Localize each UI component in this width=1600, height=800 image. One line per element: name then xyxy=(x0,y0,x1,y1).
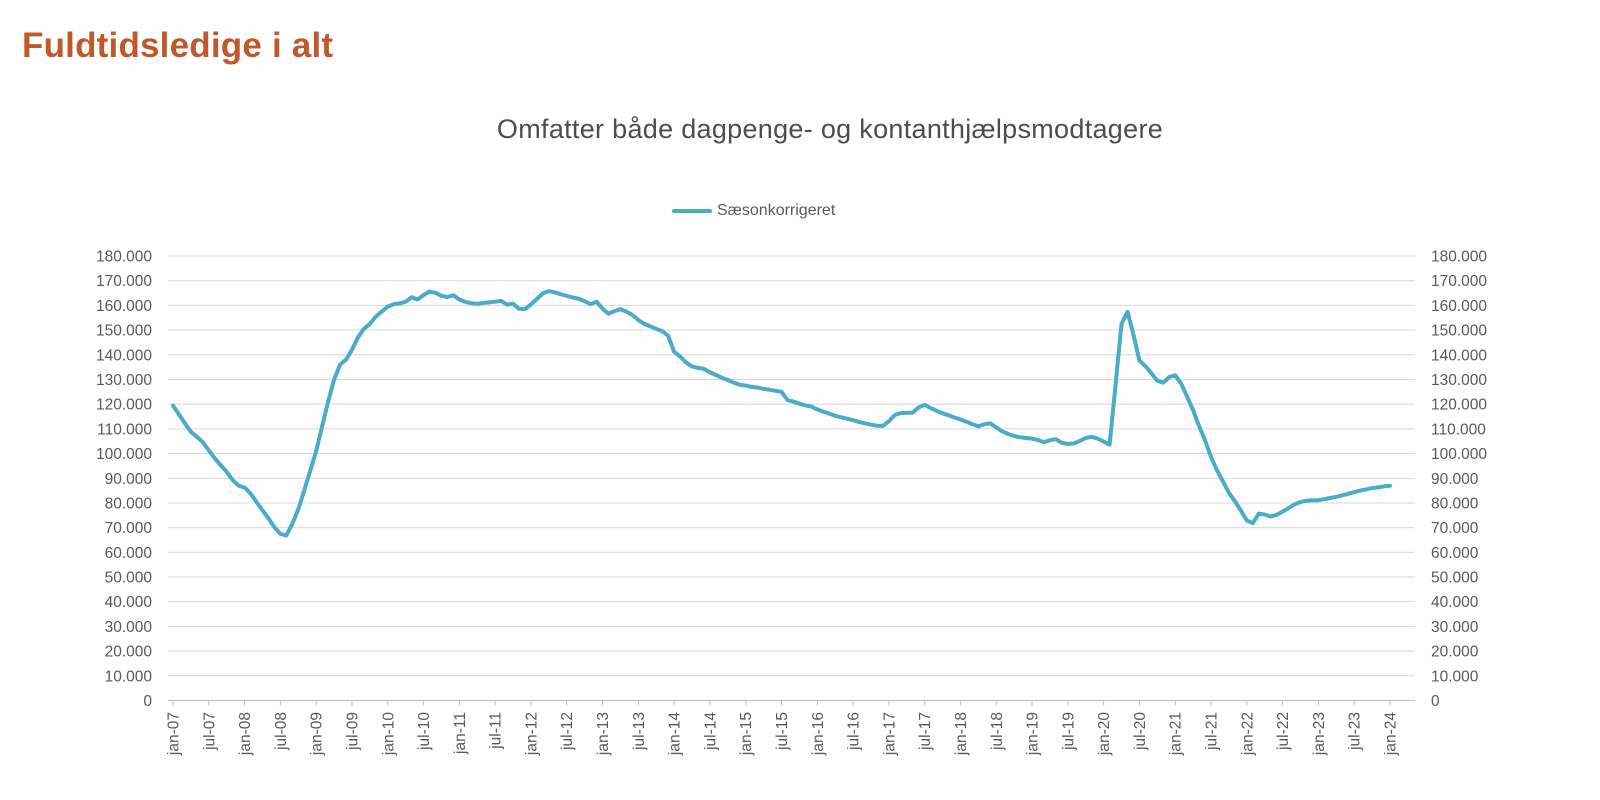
svg-text:30.000: 30.000 xyxy=(105,619,153,636)
svg-text:110.000: 110.000 xyxy=(1431,421,1486,438)
svg-text:jan-12: jan-12 xyxy=(523,712,540,756)
svg-text:jul-14: jul-14 xyxy=(702,712,719,751)
svg-text:jan-13: jan-13 xyxy=(595,712,612,756)
svg-text:jan-08: jan-08 xyxy=(237,712,254,756)
svg-text:50.000: 50.000 xyxy=(1431,570,1479,587)
svg-text:90.000: 90.000 xyxy=(1431,471,1479,488)
svg-text:20.000: 20.000 xyxy=(105,644,153,661)
svg-text:110.000: 110.000 xyxy=(97,421,152,438)
svg-text:70.000: 70.000 xyxy=(105,520,153,537)
svg-text:jan-10: jan-10 xyxy=(380,712,397,756)
svg-text:0: 0 xyxy=(143,693,152,710)
svg-text:100.000: 100.000 xyxy=(1431,446,1487,463)
chart-legend: Sæsonkorrigeret xyxy=(672,202,835,220)
svg-text:jul-22: jul-22 xyxy=(1275,712,1292,751)
svg-text:jan-22: jan-22 xyxy=(1239,712,1256,756)
svg-text:180.000: 180.000 xyxy=(1431,249,1487,266)
svg-text:jul-07: jul-07 xyxy=(201,712,218,751)
svg-text:jan-17: jan-17 xyxy=(881,712,898,756)
svg-text:jul-16: jul-16 xyxy=(846,712,863,751)
svg-text:jan-14: jan-14 xyxy=(667,712,684,756)
svg-text:60.000: 60.000 xyxy=(105,545,153,562)
svg-text:0: 0 xyxy=(1431,693,1440,710)
svg-text:jul-19: jul-19 xyxy=(1060,712,1077,751)
svg-text:170.000: 170.000 xyxy=(96,273,152,290)
legend-line-swatch xyxy=(672,208,712,214)
svg-text:120.000: 120.000 xyxy=(1431,397,1487,414)
svg-text:10.000: 10.000 xyxy=(1431,668,1479,685)
svg-text:jul-18: jul-18 xyxy=(989,712,1006,751)
svg-text:40.000: 40.000 xyxy=(1431,594,1479,611)
svg-text:jan-11: jan-11 xyxy=(452,712,469,755)
svg-text:120.000: 120.000 xyxy=(96,397,152,414)
svg-text:170.000: 170.000 xyxy=(1431,273,1487,290)
svg-text:jan-18: jan-18 xyxy=(953,712,970,756)
svg-text:jan-16: jan-16 xyxy=(810,712,827,756)
svg-text:80.000: 80.000 xyxy=(105,495,153,512)
svg-text:jan-23: jan-23 xyxy=(1311,712,1328,756)
svg-text:70.000: 70.000 xyxy=(1431,520,1479,537)
chart-subtitle: Omfatter både dagpenge- og kontanthjælps… xyxy=(496,114,1164,144)
svg-text:jul-11: jul-11 xyxy=(488,712,505,750)
legend-label: Sæsonkorrigeret xyxy=(717,202,836,219)
svg-text:130.000: 130.000 xyxy=(96,372,152,389)
page-title: Fuldtidsledige i alt xyxy=(22,26,334,65)
svg-text:jan-24: jan-24 xyxy=(1383,712,1400,756)
svg-text:180.000: 180.000 xyxy=(96,249,152,266)
svg-text:jul-15: jul-15 xyxy=(774,712,791,751)
svg-text:jul-13: jul-13 xyxy=(631,712,648,751)
svg-text:jul-10: jul-10 xyxy=(416,712,433,751)
svg-text:90.000: 90.000 xyxy=(105,471,153,488)
svg-text:jul-08: jul-08 xyxy=(273,712,290,751)
svg-text:jul-20: jul-20 xyxy=(1132,712,1149,751)
svg-text:160.000: 160.000 xyxy=(96,298,152,315)
svg-text:140.000: 140.000 xyxy=(96,347,152,364)
svg-text:60.000: 60.000 xyxy=(1431,545,1479,562)
svg-text:jul-23: jul-23 xyxy=(1347,712,1364,751)
svg-text:40.000: 40.000 xyxy=(105,594,153,611)
svg-text:jan-21: jan-21 xyxy=(1168,712,1185,756)
svg-text:jul-09: jul-09 xyxy=(344,712,361,751)
svg-text:130.000: 130.000 xyxy=(1431,372,1487,389)
svg-text:20.000: 20.000 xyxy=(1431,644,1479,661)
svg-text:jul-12: jul-12 xyxy=(559,712,576,751)
svg-text:jul-17: jul-17 xyxy=(917,712,934,751)
svg-text:30.000: 30.000 xyxy=(1431,619,1479,636)
svg-text:jan-15: jan-15 xyxy=(738,712,755,756)
svg-text:150.000: 150.000 xyxy=(1431,323,1487,340)
svg-text:50.000: 50.000 xyxy=(105,570,153,587)
svg-text:jan-19: jan-19 xyxy=(1025,712,1042,756)
svg-text:140.000: 140.000 xyxy=(1431,347,1487,364)
svg-text:jan-09: jan-09 xyxy=(309,712,326,756)
svg-text:80.000: 80.000 xyxy=(1431,495,1479,512)
svg-text:150.000: 150.000 xyxy=(96,323,152,340)
svg-text:100.000: 100.000 xyxy=(96,446,152,463)
svg-text:jul-21: jul-21 xyxy=(1204,712,1221,751)
svg-text:jan-20: jan-20 xyxy=(1096,712,1113,756)
svg-text:jan-07: jan-07 xyxy=(166,712,183,756)
svg-text:160.000: 160.000 xyxy=(1431,298,1487,315)
svg-text:10.000: 10.000 xyxy=(105,668,153,685)
